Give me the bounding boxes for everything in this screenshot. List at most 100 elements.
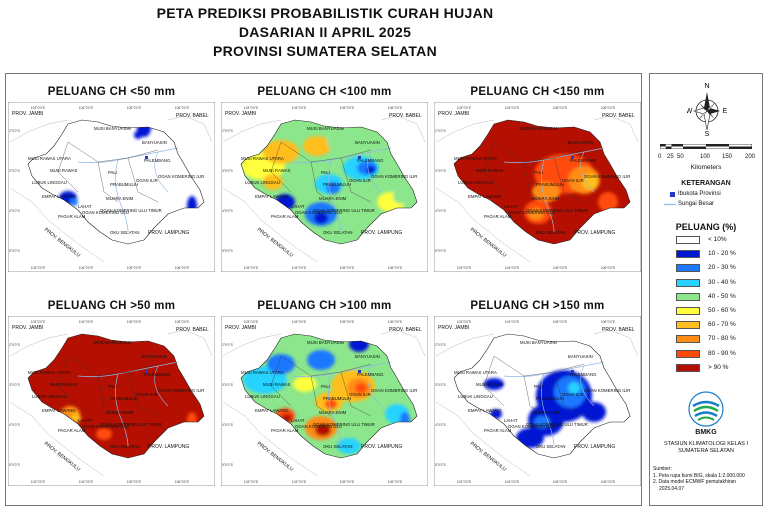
place-label: EMPAT LAWANG [255, 194, 289, 199]
place-label: OGAN ILIR [349, 392, 371, 397]
coord-label: 104°0'0"E [505, 266, 520, 270]
place-label: PRABUMULIH [536, 396, 564, 401]
coord-label: 106°0'0"E [388, 480, 403, 484]
legend-swatch [676, 250, 700, 259]
neighbor-border [9, 119, 69, 143]
probability-zone [267, 354, 295, 374]
coord-label: 104°0'0"E [79, 266, 94, 270]
capital-marker [358, 156, 361, 159]
place-label: PROV. JAMBI [12, 111, 43, 117]
place-label: PRABUMULIH [110, 182, 138, 187]
coastline [222, 401, 318, 477]
coord-label: 5°0'0"S [435, 463, 447, 467]
place-label: PAGAR ALAM [58, 428, 86, 433]
river [290, 361, 392, 378]
coord-label: 103°0'0"E [31, 320, 46, 324]
coord-label: 105°0'0"E [553, 266, 568, 270]
river [77, 361, 179, 378]
coord-label: 4°0'0"S [9, 209, 21, 213]
place-label: OGAN KOMERING ULU [295, 210, 342, 215]
coord-label: 106°0'0"E [601, 266, 616, 270]
probability-field [454, 120, 630, 244]
probability-zone [293, 376, 317, 392]
coord-label: 106°0'0"E [388, 266, 403, 270]
keterangan-capital-label: Ibukota Provinsi [678, 191, 721, 197]
coord-label: 103°0'0"E [31, 266, 46, 270]
coord-label: 2°0'0"S [9, 129, 21, 133]
neighbor-border [435, 333, 495, 357]
coord-label: 103°0'0"E [244, 266, 259, 270]
place-label: OGAN KOMERING ILIR [584, 174, 630, 179]
scale-unit: Kilometers [690, 164, 722, 171]
place-label: OKU SELATAN [323, 230, 352, 235]
coord-label: 104°0'0"E [292, 480, 307, 484]
place-label: BANYUASIN [142, 140, 167, 145]
place-label: LUBUK LINGGAU [32, 394, 67, 399]
place-label: MUSI RAWAS [263, 168, 291, 173]
capital-marker-icon [670, 192, 675, 197]
coord-label: 103°0'0"E [31, 106, 46, 110]
river [328, 159, 342, 233]
place-label: OKU SELATAN [536, 444, 565, 449]
province-map: 103°0'0"E 103°0'0"E 104°0'0"E 104°0'0"E 105°… [221, 316, 428, 486]
legend-label: 50 - 60 % [708, 307, 736, 314]
coord-label: 5°0'0"S [435, 249, 447, 253]
river [503, 361, 605, 378]
coord-label: 105°0'0"E [340, 266, 355, 270]
coord-label: 3°0'0"S [222, 169, 234, 173]
map-panel: PELUANG CH <50 mm 103°0'0"E 103°0'0"E 104°0… [8, 86, 215, 288]
river [115, 373, 129, 447]
place-label: PROV. BABEL [176, 327, 209, 333]
coord-label: 3°0'0"S [9, 383, 21, 387]
place-label: PROV. LAMPUNG [574, 230, 615, 236]
river [154, 151, 169, 193]
scale-tick: 50 [677, 154, 684, 160]
place-label: PAGAR ALAM [271, 214, 299, 219]
coord-label: 105°0'0"E [127, 266, 142, 270]
place-label: MUARA ENIM [319, 410, 347, 415]
place-label: MUSI RAWAS UTARA [454, 370, 497, 375]
coord-label: 103°0'0"E [31, 480, 46, 484]
legend-label: 60 - 70 % [708, 321, 736, 329]
compass-s: S [705, 131, 710, 138]
coord-label: 4°0'0"S [9, 423, 21, 427]
coord-label: 5°0'0"S [222, 249, 234, 253]
river [580, 151, 595, 193]
place-label: EMPAT LAWANG [468, 194, 502, 199]
place-label: EMPAT LAWANG [468, 408, 502, 413]
river [580, 365, 595, 407]
place-label: MUSI RAWAS [263, 382, 291, 387]
province-map: 103°0'0"E 103°0'0"E 104°0'0"E 104°0'0"E 105°… [434, 316, 641, 486]
station-name: STASIUN KLIMATOLOGI KELAS I SUMATERA SEL… [650, 441, 762, 455]
place-label: OGAN KOMERING ULU [82, 210, 129, 215]
probability-zone [337, 438, 361, 454]
place-label: OKU SELATAN [536, 230, 565, 235]
scale-tick: 200 [745, 154, 756, 160]
scale-tick: 0 [658, 154, 662, 160]
place-label: OGAN KOMERING ULU TIMUR [100, 208, 162, 213]
legend-swatch [676, 264, 700, 273]
map-panel: PELUANG CH >100 mm 103°0'0"E 103°0'0"E 104°… [221, 298, 428, 498]
place-label: MUSI RAWAS [50, 168, 78, 173]
place-label: BANYUASIN [568, 354, 593, 359]
panel-title: PELUANG CH >50 mm [47, 300, 176, 312]
place-label: MUSI RAWAS UTARA [28, 156, 71, 161]
coord-label: 104°0'0"E [505, 320, 520, 324]
place-label: OGAN KOMERING ULU [508, 210, 555, 215]
place-label: OGAN KOMERING ILIR [371, 174, 417, 179]
coord-label: 106°0'0"E [175, 266, 190, 270]
place-label: PALI [534, 170, 543, 175]
coord-label: 2°0'0"S [222, 129, 234, 133]
place-label: PROV. JAMBI [225, 111, 256, 117]
regency-border [483, 355, 585, 417]
place-label: OGAN KOMERING ILIR [158, 388, 204, 393]
coord-label: 104°0'0"E [79, 106, 94, 110]
coord-label: 105°0'0"E [340, 320, 355, 324]
legend-swatch [676, 236, 700, 244]
place-label: LAHAT [78, 204, 92, 209]
probability-zone [307, 350, 335, 370]
place-label: OGAN KOMERING ULU TIMUR [526, 422, 588, 427]
place-label: MUSI RAWAS UTARA [28, 370, 71, 375]
regency-border [57, 355, 159, 417]
coord-label: 2°0'0"S [9, 343, 21, 347]
